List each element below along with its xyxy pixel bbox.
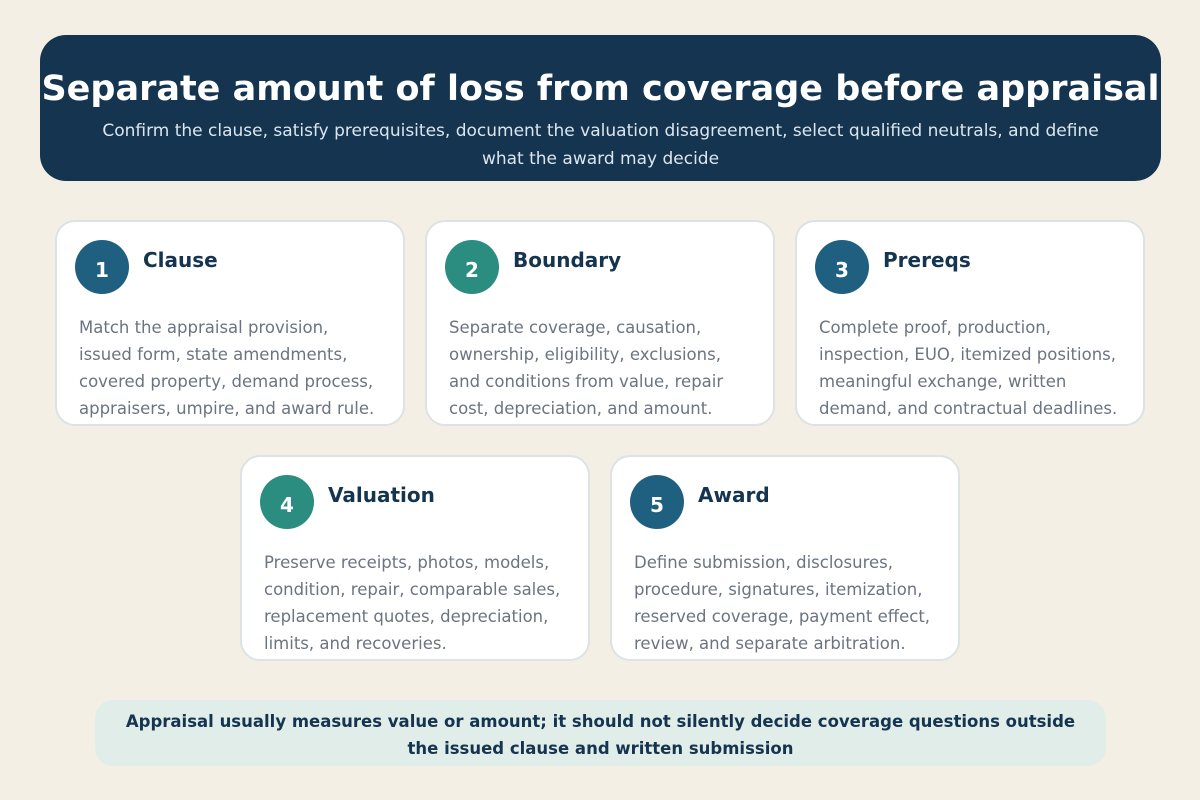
step-card: 5 Award Define submission, disclosures, … — [610, 455, 960, 661]
title: Separate amount of loss from coverage be… — [41, 69, 1160, 109]
header: Separate amount of loss from coverage be… — [40, 35, 1161, 181]
step-card: 4 Valuation Preserve receipts, photos, m… — [240, 455, 590, 661]
step-text: Complete proof, production, inspection, … — [819, 318, 1118, 418]
step-number: 2 — [445, 240, 499, 294]
step-text: Preserve receipts, photos, models, condi… — [264, 553, 561, 653]
step-title: Clause — [143, 248, 218, 272]
step-text: Match the appraisal provision, issued fo… — [79, 318, 375, 418]
step-title: Prereqs — [883, 248, 971, 272]
step-card: 3 Prereqs Complete proof, production, in… — [795, 220, 1145, 426]
step-number: 1 — [75, 240, 129, 294]
step-title: Boundary — [513, 248, 622, 272]
step-number: 3 — [815, 240, 869, 294]
step-text: Separate coverage, causation, ownership,… — [449, 318, 724, 418]
footer-note: Appraisal usually measures value or amou… — [95, 700, 1106, 766]
step-number: 5 — [630, 475, 684, 529]
subtitle: Confirm the clause, satisfy prerequisite… — [102, 121, 1099, 169]
step-text: Define submission, disclosures, procedur… — [634, 553, 931, 653]
step-card: 2 Boundary Separate coverage, causation,… — [425, 220, 775, 426]
step-number: 4 — [260, 475, 314, 529]
step-title: Valuation — [328, 483, 435, 507]
step-title: Award — [698, 483, 770, 507]
step-card: 1 Clause Match the appraisal provision, … — [55, 220, 405, 426]
